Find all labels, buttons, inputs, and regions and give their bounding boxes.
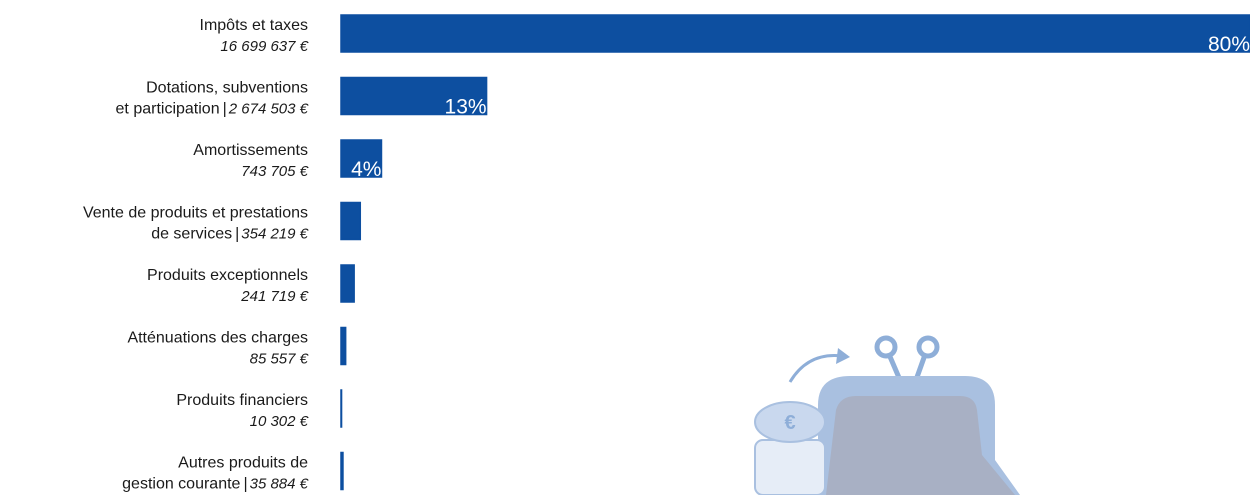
bar [340,389,343,428]
bar [340,139,383,178]
separator: | [243,476,247,493]
category-label: Amortissements [193,142,308,159]
separator: | [235,226,239,243]
coin [754,401,826,443]
bar [340,264,355,303]
category-label-line: gestion courante | 35 884 € [122,476,309,493]
share-label: 4% [351,158,381,181]
arrow-head [836,348,850,364]
share-label: 80% [1208,33,1250,56]
bar [340,201,362,241]
category-label: Atténuations des charges [127,330,308,347]
coin-stack [754,439,826,495]
category-label-line: de services | 354 219 € [151,226,308,243]
category-label: Dotations, subventions [146,80,308,97]
amount-label: 2 674 503 € [228,101,309,118]
bar [340,14,1250,53]
category-label: Autres produits de [178,455,308,472]
category-label: Produits financiers [176,392,308,409]
amount-label: 354 219 € [241,226,308,243]
amount-label: 241 719 € [240,288,308,305]
share-label: 13% [445,96,487,119]
purse-body [826,396,1015,495]
amount-label: 85 557 € [250,351,309,368]
bar [340,76,488,116]
coin-symbol: € [784,412,795,434]
purse-illustration: € [754,335,1020,495]
separator: | [223,101,227,118]
clasp-ball [916,335,940,359]
category-label: gestion courante [122,476,240,493]
category-label: et participation [116,101,220,118]
category-label: Produits exceptionnels [147,267,308,284]
category-label: de services [151,226,232,243]
category-label-line: et participation | 2 674 503 € [116,101,309,118]
category-label: Impôts et taxes [200,17,309,34]
clasp-ball [874,335,898,359]
bar [340,451,344,491]
amount-label: 35 884 € [250,476,309,493]
amount-label: 743 705 € [241,163,308,180]
amount-label: 10 302 € [250,413,309,430]
bar [340,326,347,366]
category-label: Vente de produits et prestations [83,205,308,222]
arrow [788,354,843,383]
amount-label: 16 699 637 € [220,38,308,55]
